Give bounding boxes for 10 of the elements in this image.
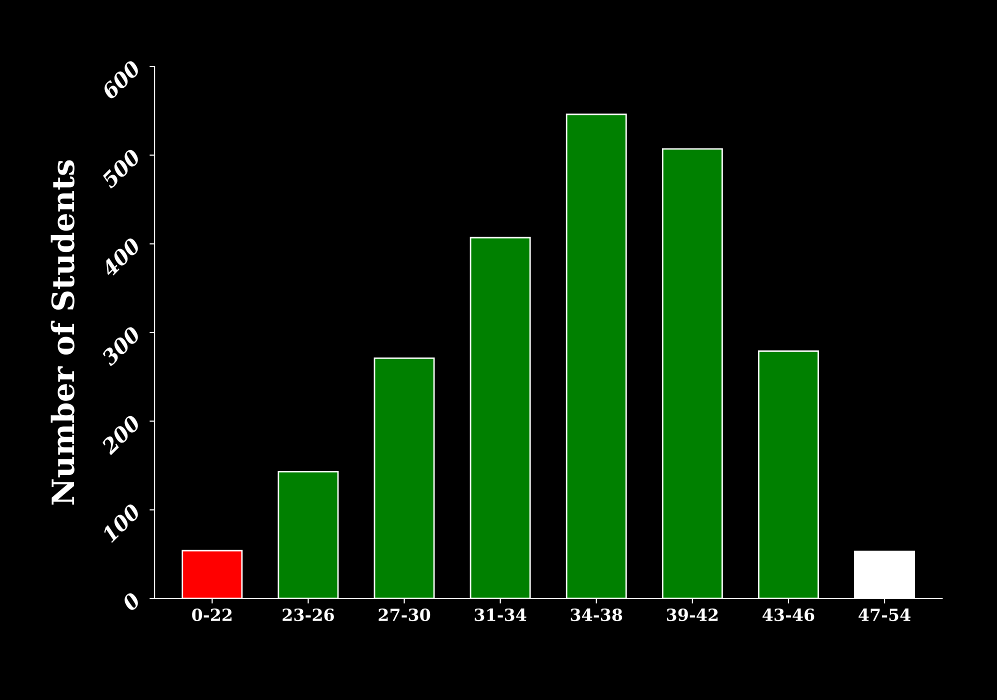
- x-tick-label: 27-30: [378, 608, 430, 622]
- x-tick-label: 23-26: [282, 608, 334, 622]
- y-tick-label: 0: [121, 591, 142, 612]
- x-tick-label: 47-54: [858, 608, 911, 622]
- x-tick-label: 31-34: [474, 608, 526, 622]
- y-axis-title: Number of Students: [50, 160, 74, 505]
- x-tick-label: 34-38: [570, 608, 622, 622]
- x-tick-label: 0-22: [192, 608, 232, 622]
- x-tick-label: 43-46: [762, 608, 814, 622]
- x-tick-label: 39-42: [666, 608, 718, 622]
